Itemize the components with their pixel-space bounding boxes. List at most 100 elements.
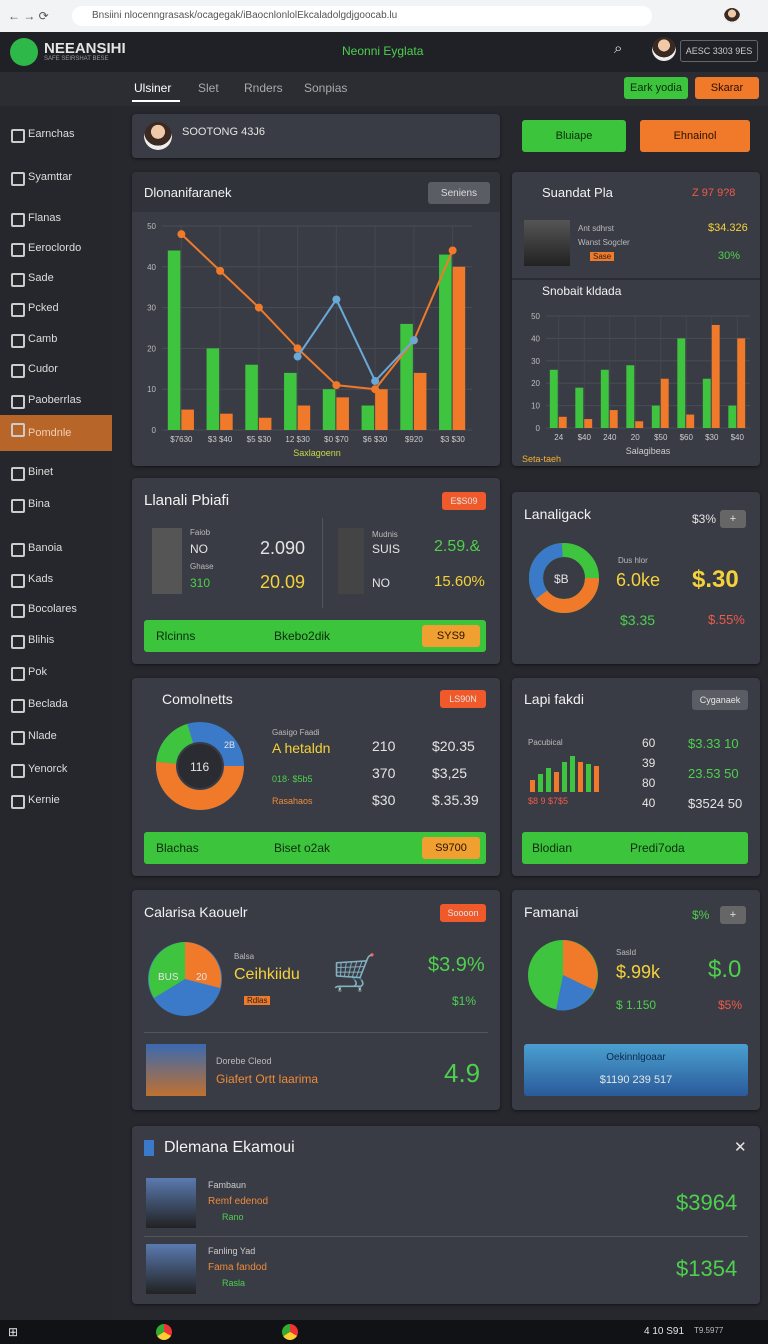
action-button[interactable]: Bluiape xyxy=(522,120,626,152)
sidebar-item[interactable]: Flanas xyxy=(0,205,112,231)
column-value: $3,25 xyxy=(432,765,468,781)
value: $3.9% xyxy=(428,954,485,976)
row-sub: Fama fandod xyxy=(208,1262,267,1273)
card-title: Calarisa Kaouelr xyxy=(144,904,248,920)
sidebar-item[interactable]: Banoia xyxy=(0,535,112,561)
value: 30% xyxy=(718,250,741,262)
tag: Sase xyxy=(590,252,615,261)
url-box[interactable]: Bnsiini nlocenngrasask/ocagegak/iBaocnlo… xyxy=(72,6,652,26)
value: 4.9 xyxy=(444,1058,481,1088)
tab[interactable]: Rnders xyxy=(244,81,283,95)
x-tick-label: $30 xyxy=(705,433,719,442)
box-value: $1190 239 517 xyxy=(599,1074,673,1086)
tagline: SAFE SEIRSHAT BESE xyxy=(44,56,109,62)
bar-button[interactable]: S9700 xyxy=(422,837,480,859)
sidebar-item[interactable]: Bina xyxy=(0,491,112,517)
profile-name: SOOTONG 43J6 xyxy=(182,126,265,138)
close-button[interactable]: ✕ xyxy=(734,1139,747,1156)
label: Giafert Ortt laarima xyxy=(216,1072,319,1086)
column-value: 40 xyxy=(642,796,656,810)
app-header: NEEANSIHI SAFE SEIRSHAT BESE Neonni Eygl… xyxy=(0,32,768,72)
sidebar-item[interactable]: Kernie xyxy=(0,787,112,813)
action-button[interactable]: Ehnainol xyxy=(640,120,750,152)
x-tick-label: $3 $40 xyxy=(208,435,233,444)
sidebar-item[interactable]: Yenorck xyxy=(0,756,112,782)
chart-button[interactable]: Seniens xyxy=(428,182,490,204)
app-icon[interactable] xyxy=(282,1324,298,1340)
sidebar-item[interactable]: Bocolares xyxy=(0,596,112,622)
point xyxy=(371,385,380,394)
row-label: Rasahaos xyxy=(272,796,313,806)
top-button[interactable]: Skarar xyxy=(695,77,759,99)
title-icon xyxy=(144,1140,154,1156)
x-tick-label: $40 xyxy=(731,433,745,442)
bar xyxy=(297,405,311,430)
sidebar: Earnchas Syamttar Flanas Eeroclordo Sade Pcke… xyxy=(0,106,112,1320)
browser-profile[interactable] xyxy=(724,8,740,24)
logo[interactable] xyxy=(10,38,38,66)
nav-buttons[interactable]: ← → ⟳ xyxy=(8,9,49,23)
small-button[interactable]: + xyxy=(720,906,746,924)
bar xyxy=(686,414,695,428)
progress-bar[interactable]: Rlcinns Bkebo2dik SYS9 xyxy=(144,620,486,652)
badge: LS90N xyxy=(440,690,486,708)
tab[interactable]: Slet xyxy=(198,81,219,95)
start-button[interactable]: ⊞ xyxy=(8,1325,19,1339)
label: Pacubical xyxy=(528,738,563,747)
sidebar-item[interactable]: Pomdnle xyxy=(0,415,112,451)
sidebar-item[interactable]: Paoberrlas xyxy=(0,387,112,413)
app-icon[interactable] xyxy=(156,1324,172,1340)
user-avatar[interactable] xyxy=(652,37,676,61)
column-value: 210 xyxy=(372,738,396,754)
pie-slice xyxy=(563,940,598,990)
value: SUIS xyxy=(372,542,401,556)
point xyxy=(332,295,341,304)
sidebar-item[interactable]: Binet xyxy=(0,459,112,485)
value: $.99k xyxy=(616,962,661,982)
progress-bar[interactable]: Blodian Predi7oda xyxy=(522,832,748,864)
tab[interactable]: Ulsiner xyxy=(134,81,172,95)
tag: Rdlas xyxy=(244,996,271,1005)
sidebar-item[interactable]: Beclada xyxy=(0,691,112,717)
x-tick-label: $40 xyxy=(578,433,592,442)
chart: 0 10 20 30 40 50 24 $40 240 20 $50 $60 $30 $40 Salagib… xyxy=(522,312,750,464)
code: Z 97 9?8 xyxy=(692,187,736,199)
small-button[interactable]: + xyxy=(720,510,746,528)
legend: Seta-taeh xyxy=(522,454,561,464)
value: NO xyxy=(190,542,208,556)
bar xyxy=(635,421,644,428)
sidebar-item[interactable]: Camb xyxy=(0,326,112,352)
sidebar-item[interactable]: Nlade xyxy=(0,723,112,749)
mini-bar xyxy=(538,774,543,792)
x-axis-label: Salagibeas xyxy=(626,446,671,456)
sidebar-item[interactable]: Earnchas xyxy=(0,121,112,147)
sidebar-item[interactable]: Syamttar xyxy=(0,164,112,190)
tab[interactable]: Sonpias xyxy=(304,81,348,95)
mini-bar xyxy=(546,768,551,792)
sidebar-item[interactable]: Kads xyxy=(0,566,112,592)
sidebar-item[interactable]: Sade xyxy=(0,265,112,291)
top-button[interactable]: Eark yodia xyxy=(624,77,688,99)
progress-bar[interactable]: Blachas Biset o2ak S9700 xyxy=(144,832,486,864)
cart-icon: 🛒 xyxy=(332,952,377,993)
column-value: 23.53 50 xyxy=(688,766,739,781)
line xyxy=(296,297,415,383)
column-value: $3524 50 xyxy=(688,796,743,811)
bar xyxy=(206,348,220,430)
card-button[interactable]: Cyganaek xyxy=(692,690,748,710)
user-button[interactable]: AESC 3303 9ES xyxy=(680,40,758,62)
sidebar-item[interactable]: Blihis xyxy=(0,627,112,653)
bar-label: Rlcinns xyxy=(156,629,196,643)
bar-button[interactable]: SYS9 xyxy=(422,625,480,647)
row-title: Fambaun xyxy=(208,1180,247,1190)
brand: NEEANSIHI xyxy=(44,40,126,57)
sidebar-item[interactable]: Pcked xyxy=(0,295,112,321)
sidebar-item[interactable]: Cudor xyxy=(0,356,112,382)
bar xyxy=(660,378,669,428)
label: Mudnis xyxy=(372,530,398,539)
x-tick-label: $0 $70 xyxy=(324,435,349,444)
sidebar-item[interactable]: Eeroclordo xyxy=(0,235,112,261)
search-icon[interactable]: ⌕ xyxy=(614,40,623,57)
bar xyxy=(284,372,297,430)
sidebar-item[interactable]: Pok xyxy=(0,659,112,685)
